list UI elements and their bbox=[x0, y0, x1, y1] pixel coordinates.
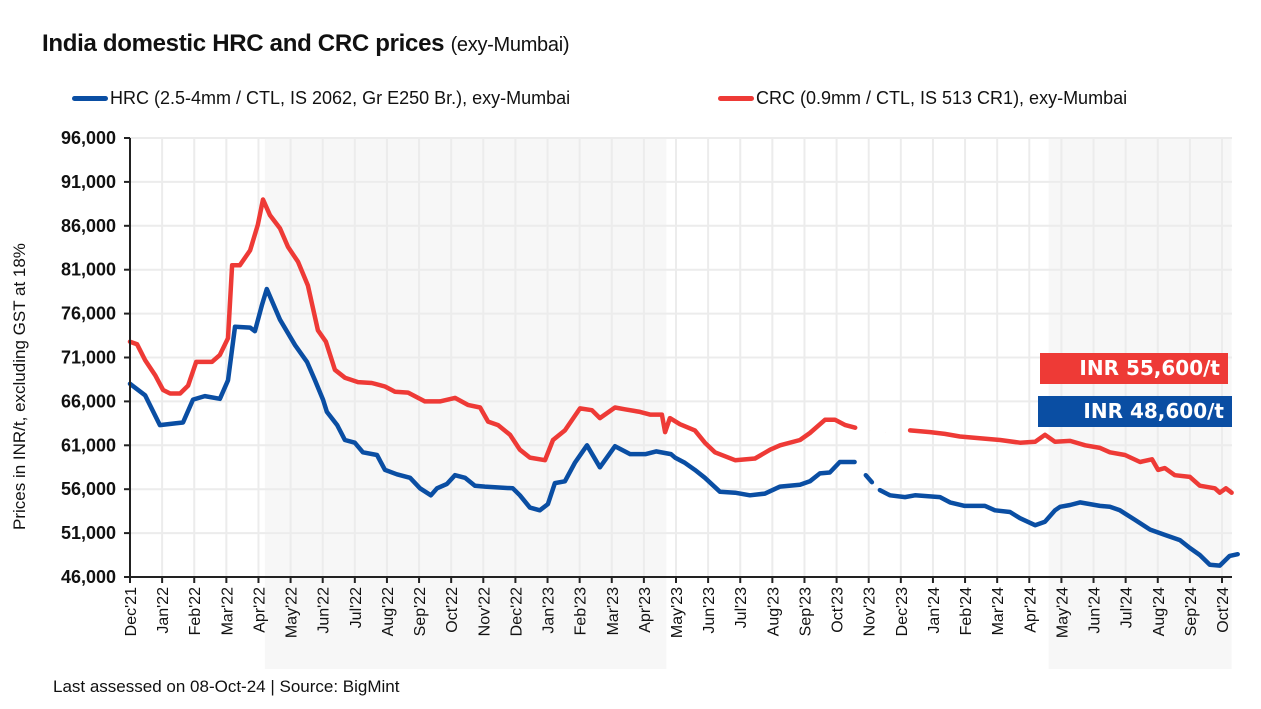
x-tick-label: Oct'23 bbox=[830, 587, 847, 633]
crc-line-segment bbox=[127, 197, 858, 463]
x-tick-label: May'23 bbox=[669, 587, 686, 638]
x-tick-label: Apr'22 bbox=[251, 587, 268, 633]
x-tick-label: Jun'24 bbox=[1087, 587, 1104, 634]
hrc-line-segment bbox=[863, 472, 875, 485]
x-tick-label: Sep'22 bbox=[412, 587, 429, 636]
x-tick-label: Jul'22 bbox=[348, 587, 365, 628]
x-tick-label: May'24 bbox=[1054, 587, 1071, 638]
x-tick-label: Jun'22 bbox=[316, 587, 333, 634]
x-tick-label: Nov'22 bbox=[476, 587, 493, 636]
x-tick-label: Dec'23 bbox=[894, 587, 911, 636]
x-tick-label: May'22 bbox=[284, 587, 301, 638]
x-tick-label: Feb'22 bbox=[187, 587, 204, 636]
y-tick-label: 46,000 bbox=[61, 567, 116, 587]
x-tick-label: Oct'24 bbox=[1215, 587, 1232, 633]
y-tick-label: 71,000 bbox=[61, 348, 116, 368]
chart-title-main: India domestic HRC and CRC prices bbox=[42, 30, 445, 57]
y-tick-label: 51,000 bbox=[61, 523, 116, 543]
y-tick-label: 86,000 bbox=[61, 216, 116, 236]
x-tick-label: Mar'24 bbox=[990, 587, 1007, 636]
x-tick-label: Nov'23 bbox=[862, 587, 879, 636]
legend-swatch-hrc bbox=[72, 96, 108, 101]
x-tick-label: Feb'23 bbox=[573, 587, 590, 636]
x-tick-label: Jan'22 bbox=[155, 587, 172, 634]
y-tick-label: 66,000 bbox=[61, 391, 116, 411]
x-tick-label: Dec'21 bbox=[123, 587, 140, 636]
x-tick-label: Apr'23 bbox=[637, 587, 654, 633]
y-tick-label: 61,000 bbox=[61, 435, 116, 455]
x-tick-label: Mar'23 bbox=[605, 587, 622, 636]
x-tick-label: Dec'22 bbox=[508, 587, 525, 636]
x-tick-label: Aug'23 bbox=[765, 587, 782, 636]
x-tick-label: Sep'23 bbox=[797, 587, 814, 636]
hrc-last-value-label: INR 48,600/t bbox=[1038, 396, 1232, 427]
x-tick-label: Mar'22 bbox=[219, 587, 236, 636]
y-tick-label: 76,000 bbox=[61, 304, 116, 324]
x-tick-label: Aug'22 bbox=[380, 587, 397, 636]
legend-swatch-crc bbox=[718, 96, 754, 101]
x-tick-label: Apr'24 bbox=[1022, 587, 1039, 633]
y-tick-label: 91,000 bbox=[61, 172, 116, 192]
chart-footer: Last assessed on 08-Oct-24 | Source: Big… bbox=[53, 677, 400, 696]
y-tick-label: 81,000 bbox=[61, 260, 116, 280]
crc-last-value-label: INR 55,600/t bbox=[1040, 353, 1228, 384]
x-tick-label: Jan'23 bbox=[541, 587, 558, 634]
legend-label-crc: CRC (0.9mm / CTL, IS 513 CR1), exy-Mumba… bbox=[756, 88, 1128, 108]
chart-title: India domestic HRC and CRC prices (exy-M… bbox=[42, 30, 570, 58]
x-tick-label: Aug'24 bbox=[1151, 587, 1168, 636]
legend-item-hrc: HRC (2.5-4mm / CTL, IS 2062, Gr E250 Br.… bbox=[72, 88, 570, 109]
legend-item-crc: CRC (0.9mm / CTL, IS 513 CR1), exy-Mumba… bbox=[718, 88, 1127, 109]
hrc-line-segment bbox=[127, 286, 857, 513]
x-tick-label: Oct'22 bbox=[444, 587, 461, 633]
legend-label-hrc: HRC (2.5-4mm / CTL, IS 2062, Gr E250 Br.… bbox=[110, 88, 571, 108]
x-tick-label: Jul'23 bbox=[733, 587, 750, 628]
y-tick-label: 56,000 bbox=[61, 479, 116, 499]
x-tick-label: Jun'23 bbox=[701, 587, 718, 634]
x-tick-label: Feb'24 bbox=[958, 587, 975, 636]
x-tick-label: Jul'24 bbox=[1119, 587, 1136, 628]
chart-title-sub: (exy-Mumbai) bbox=[450, 34, 570, 56]
y-tick-label: 96,000 bbox=[61, 128, 116, 148]
x-tick-label: Jan'24 bbox=[926, 587, 943, 634]
crc-line-segment bbox=[907, 428, 1234, 495]
x-tick-label: Sep'24 bbox=[1183, 587, 1200, 636]
